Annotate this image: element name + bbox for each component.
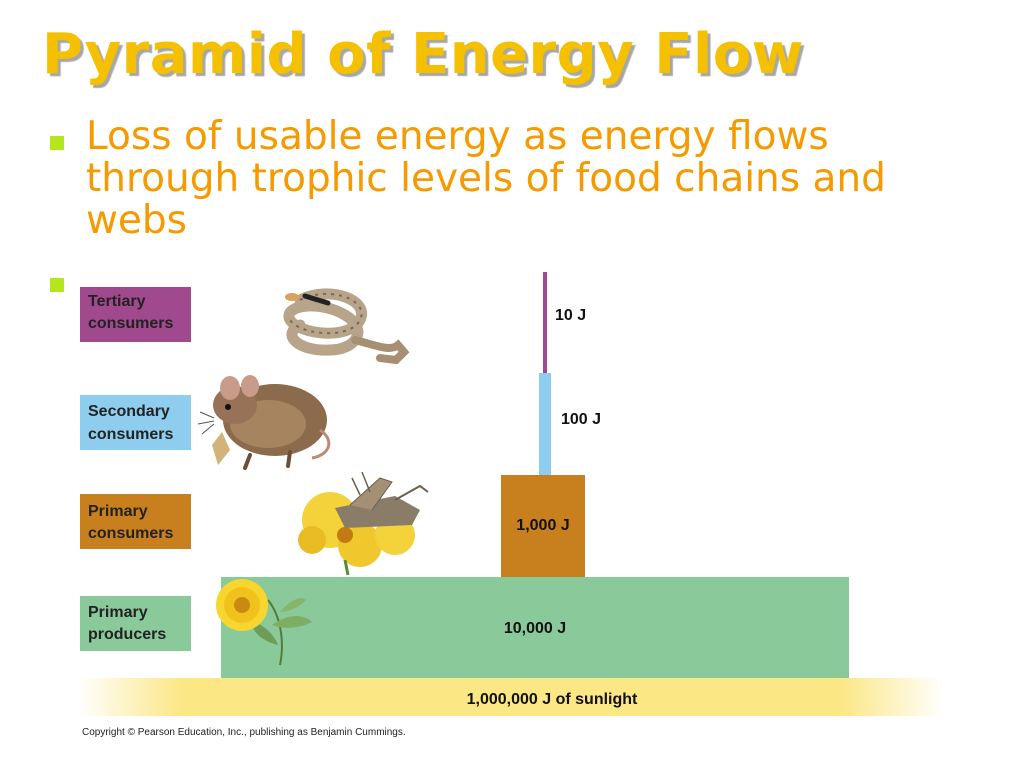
bullet-marker-hidden [50, 278, 64, 292]
label-box-primary-producers [80, 596, 191, 651]
value-secondary: 100 J [561, 411, 601, 428]
sunlight-band [78, 678, 944, 716]
copyright-text: Copyright © Pearson Education, Inc., pub… [82, 727, 406, 738]
value-primary-producers: 10,000 J [504, 620, 566, 637]
label-box-primary-consumers [80, 494, 191, 549]
bar-primary-consumers [501, 475, 585, 577]
value-primary-consumers: 1,000 J [516, 517, 569, 534]
bar-secondary-consumers [539, 373, 551, 475]
mouse-illustration [197, 375, 331, 470]
flower-illustration [216, 579, 312, 666]
label-primary-consumers-line2: consumers [88, 525, 173, 542]
bullet-marker [50, 136, 64, 150]
label-secondary-line1: Secondary [88, 403, 170, 420]
label-primary-consumers-line1: Primary [88, 503, 148, 520]
label-primary-producers-line2: producers [88, 626, 166, 643]
bullet-text: Loss of usable energy as energy flows th… [86, 114, 886, 243]
bar-tertiary-consumers [543, 272, 547, 373]
label-tertiary-line1: Tertiary [88, 293, 146, 310]
value-tertiary: 10 J [555, 307, 586, 324]
label-tertiary-line2: consumers [88, 315, 173, 332]
label-box-tertiary [80, 287, 191, 342]
label-primary-producers-line1: Primary [88, 604, 148, 621]
sunlight-label: 1,000,000 J of sunlight [467, 691, 638, 708]
label-secondary-line2: consumers [88, 426, 173, 443]
grasshopper-illustration [298, 471, 429, 576]
snake-illustration [283, 288, 410, 365]
label-box-secondary [80, 395, 191, 450]
page-title: Pyramid of Energy Flow [42, 22, 804, 87]
bar-primary-producers [221, 577, 849, 678]
